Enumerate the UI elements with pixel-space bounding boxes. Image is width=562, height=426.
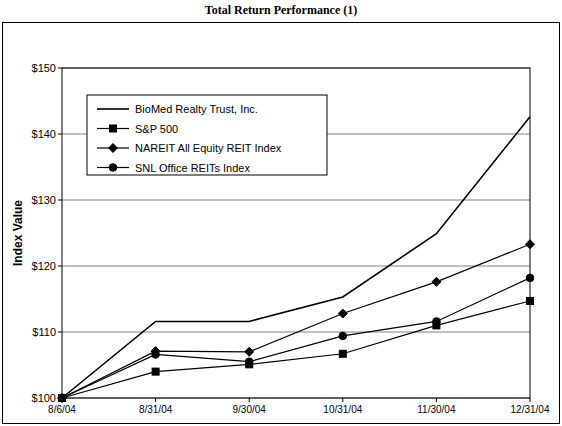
legend-marker [109,164,117,172]
series-line [62,278,530,398]
x-tick [155,398,156,402]
data-point [527,297,534,304]
data-point [245,347,254,356]
legend-label: SNL Office REITs Index [135,162,250,174]
title: Total Return Performance (1) [205,3,358,17]
x-tick-label: 9/30/04 [233,404,267,415]
data-point [152,368,159,375]
data-point [58,394,66,402]
data-point [245,358,253,366]
data-point [339,332,347,340]
data-point [526,240,535,249]
data-point [526,274,534,282]
data-point [58,394,67,403]
x-tick [436,398,437,402]
data-point [339,350,346,357]
y-tick [58,200,62,201]
plot-frame [62,68,530,398]
legend-marker [109,144,118,153]
outer-frame [3,23,560,424]
series-line [62,301,530,398]
legend-label: S&P 500 [135,123,178,135]
y-axis-label: Index Value [11,200,25,266]
grid-line [62,200,530,201]
x-tick [342,398,343,402]
y-tick-label: $140 [32,128,56,140]
x-tick [249,398,250,402]
y-tick [58,266,62,267]
x-tick-label: 10/31/04 [323,404,362,415]
y-tick [58,68,62,69]
x-tick-label: 12/31/04 [511,404,550,415]
legend-box [87,95,327,175]
legend-line [97,108,129,110]
y-tick-label: $100 [32,392,56,404]
legend-marker [110,125,117,132]
series-line [62,244,530,398]
legend-label: BioMed Realty Trust, Inc. [135,103,258,115]
data-point [432,277,441,286]
legend: BioMed Realty Trust, Inc. S&P 500 NAREIT A… [87,95,327,175]
chart: Total Return Performance (1) $100 $110 $120… [0,0,562,426]
grid-line [62,266,530,267]
y-tick-label: $110 [32,326,56,338]
x-tick-label: 11/30/04 [417,404,456,415]
y-tick [58,134,62,135]
x-tick-label: 8/31/04 [139,404,173,415]
data-point [433,318,441,326]
y-tick-label: $120 [32,260,56,272]
data-point [59,395,66,402]
data-point [152,351,160,359]
legend-label: NAREIT All Equity REIT Index [135,142,282,154]
y-tick-label: $150 [32,62,56,74]
x-tick-label: 8/6/04 [48,404,76,415]
y-tick-label: $130 [32,194,56,206]
y-tick [58,332,62,333]
x-tick [530,398,531,402]
data-point [338,309,347,318]
